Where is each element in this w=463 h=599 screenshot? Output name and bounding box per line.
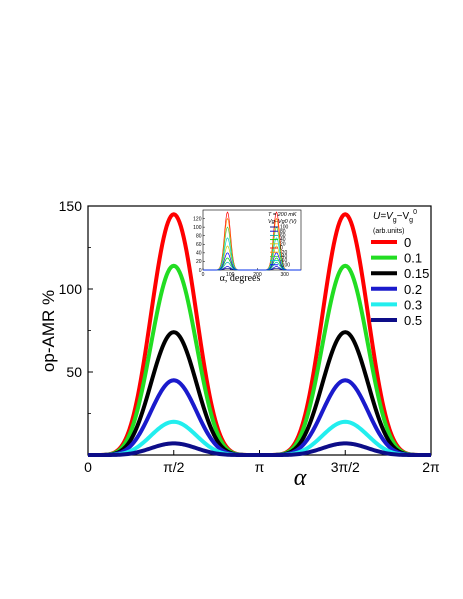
- series-line-0.5: [87, 441, 432, 457]
- legend-label: 0.15: [404, 266, 429, 281]
- inset-y-tick-label: 0: [199, 268, 202, 274]
- inset-y-tick-label: 60: [196, 242, 202, 248]
- inset-x-tick-label: 100: [226, 272, 235, 278]
- inset-y-tick-label: 40: [196, 251, 202, 257]
- x-tick-label: 3π/2: [331, 459, 360, 475]
- inset-legend-label: 100: [280, 225, 289, 231]
- legend-label: 0.5: [404, 313, 422, 328]
- y-tick-label: 150: [59, 198, 83, 214]
- legend-label: 0.1: [404, 251, 422, 266]
- inset-legend-label: 20: [280, 241, 286, 247]
- inset-legend-label: 60: [280, 233, 286, 239]
- inset-frame: [202, 209, 302, 271]
- x-tick-label: 2π: [422, 459, 440, 475]
- inset-legend-title: Vg−Vg0 (V): [268, 219, 297, 225]
- legend: U=Vg−Vg0 (arb.units) 00.10.150.20.30.5: [371, 209, 429, 328]
- inset-legend-label: 40: [280, 237, 286, 243]
- inset-legend-label: -100: [280, 262, 290, 268]
- y-tick-label: 50: [66, 364, 82, 380]
- inset-y-tick-label: 120: [193, 216, 202, 222]
- main-series: [87, 212, 432, 457]
- inset-legend-label: -60: [280, 258, 287, 264]
- inset-legend-label: 0: [280, 246, 283, 252]
- x-axis-label: α: [294, 465, 307, 491]
- inset-x-tick-label: 300: [280, 272, 289, 278]
- legend-label: 0: [404, 235, 411, 250]
- inset-series: [203, 211, 301, 271]
- inset-annotation: T = 200 mK: [268, 212, 297, 218]
- inset-y-tick-label: 80: [196, 234, 202, 240]
- series-line-0.1: [87, 263, 432, 457]
- inset-legend-label: -40: [280, 254, 287, 260]
- inset-y-tick-label: 100: [193, 225, 202, 231]
- legend-subtitle: (arb.units): [373, 228, 405, 235]
- x-tick-label: π: [255, 459, 265, 475]
- x-tick-label: 0: [84, 459, 92, 475]
- inset-x-tick-label: 0: [202, 272, 205, 278]
- legend-label: 0.3: [404, 297, 422, 312]
- y-tick-label: 100: [59, 281, 83, 297]
- y-axis-label: op-AMR %: [39, 290, 58, 372]
- legend-title: U=Vg−Vg0: [373, 209, 417, 224]
- x-ticks: 0 π/2 π 3π/2 2π: [84, 450, 440, 475]
- inset-x-tick-label: 200: [253, 272, 262, 278]
- inset-legend-label: 80: [280, 229, 286, 235]
- x-tick-label: π/2: [163, 459, 185, 475]
- legend-label: 0.2: [404, 282, 422, 297]
- inset-series-line--100: [203, 252, 301, 271]
- inset-legend-label: -20: [280, 250, 287, 256]
- inset-x-axis-label: α, degrees: [220, 273, 261, 284]
- inset-y-tick-label: 20: [196, 259, 202, 265]
